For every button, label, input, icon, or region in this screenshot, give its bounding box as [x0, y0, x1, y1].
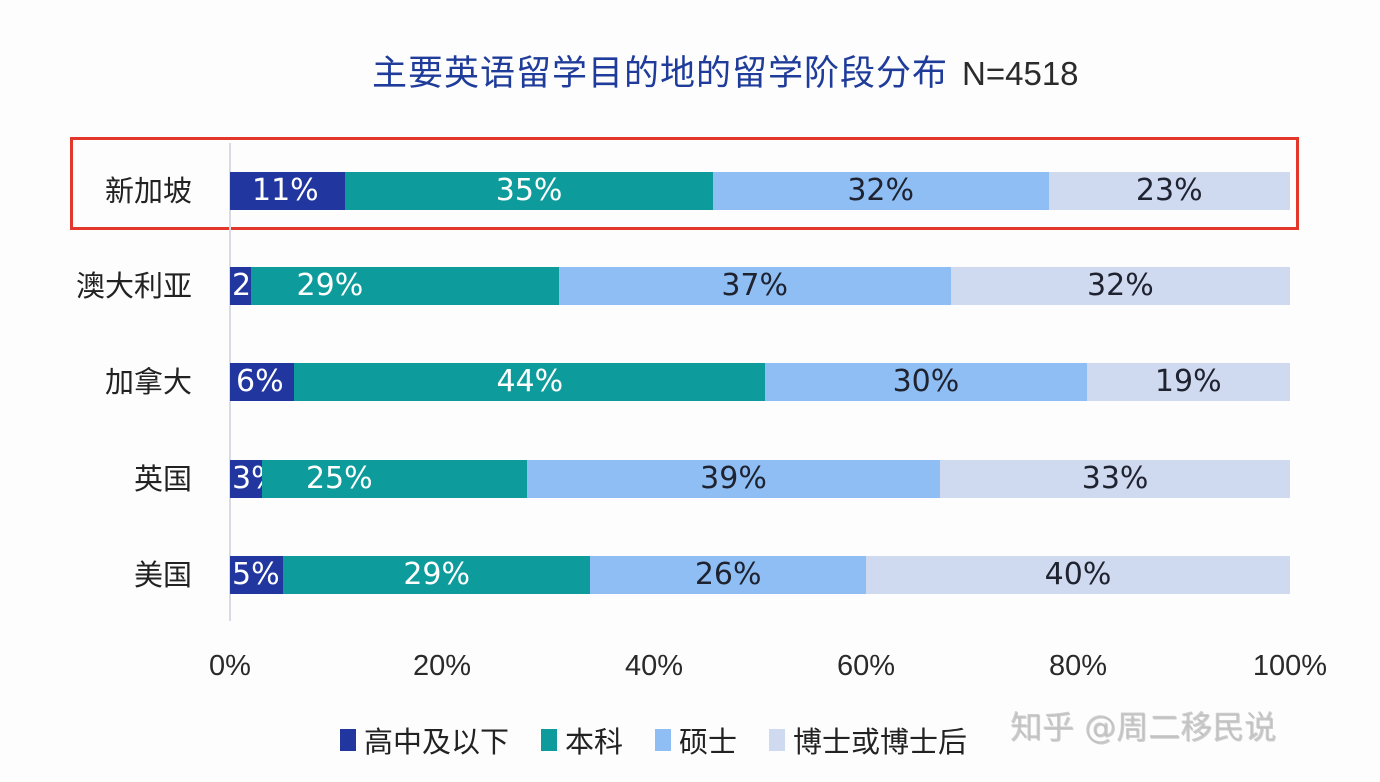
- legend: 高中及以下 本科 硕士 博士或博士后: [340, 718, 967, 762]
- stacked-bar: 3% 25% 39% 33%: [230, 460, 1290, 498]
- segment-bachelor: 25%: [261, 460, 527, 498]
- segment-high-school: 3%: [230, 460, 280, 498]
- value-label: 6%: [236, 364, 284, 399]
- bar-row-singapore: 新加坡 11% 35% 32% 23%: [0, 172, 1380, 210]
- segment-high-school: 2%: [230, 267, 280, 305]
- legend-item-phd: 博士或博士后: [769, 719, 967, 761]
- value-label: 25%: [305, 461, 373, 496]
- singapore-highlight-box: [70, 137, 1299, 230]
- segment-bachelor: 29%: [251, 267, 559, 305]
- stacked-bar: 5% 29% 26% 40%: [230, 556, 1290, 594]
- value-label: 37%: [721, 268, 789, 303]
- x-tick: 80%: [1048, 650, 1108, 682]
- legend-label: 本科: [565, 725, 624, 759]
- x-tick: 60%: [836, 650, 896, 682]
- x-axis-ticks: 0% 20% 40% 60% 80% 100%: [0, 650, 1380, 690]
- segment-high-school: 11%: [230, 172, 346, 210]
- segment-master: 37%: [558, 267, 951, 305]
- value-label: 23%: [1135, 173, 1203, 208]
- legend-item-high-school: 高中及以下: [340, 719, 509, 761]
- sample-size: N=4518: [962, 55, 1079, 92]
- x-tick: 100%: [1252, 650, 1328, 682]
- segment-bachelor: 29%: [283, 556, 591, 594]
- row-label: 澳大利亚: [75, 269, 192, 303]
- x-tick: 0%: [209, 650, 251, 682]
- segment-master: 39%: [526, 460, 941, 498]
- value-label: 30%: [892, 364, 960, 399]
- row-label: 美国: [133, 558, 192, 592]
- value-label: 26%: [694, 557, 762, 592]
- segment-bachelor: 44%: [294, 363, 766, 401]
- stacked-bar: 11% 35% 32% 23%: [230, 172, 1290, 210]
- segment-bachelor: 35%: [345, 172, 713, 210]
- chart-title-main: 主要英语留学目的地的留学阶段分布: [372, 54, 949, 94]
- value-label: 44%: [496, 364, 564, 399]
- row-label: 新加坡: [104, 174, 192, 208]
- legend-swatch-icon: [340, 729, 356, 751]
- watermark: 知乎 @周二移民说: [1010, 708, 1277, 746]
- row-label: 英国: [133, 462, 192, 496]
- segment-phd: 40%: [865, 556, 1290, 594]
- segment-phd: 33%: [940, 460, 1290, 498]
- value-label: 29%: [296, 268, 364, 303]
- value-label: 35%: [495, 173, 563, 208]
- value-label: 32%: [1087, 268, 1154, 303]
- segment-phd: 23%: [1048, 172, 1290, 210]
- legend-label: 高中及以下: [364, 725, 510, 759]
- legend-swatch-icon: [769, 729, 786, 751]
- segment-high-school: 5%: [230, 556, 283, 594]
- value-label: 33%: [1081, 461, 1149, 496]
- legend-item-master: 硕士: [655, 719, 737, 761]
- stacked-bar: 6% 44% 30% 19%: [230, 363, 1290, 401]
- segment-high-school: 6%: [230, 363, 295, 401]
- bar-row-australia: 澳大利亚 2% 29% 37% 32%: [0, 267, 1380, 305]
- value-label: 5%: [232, 557, 280, 592]
- x-tick: 40%: [624, 650, 684, 682]
- segment-master: 30%: [765, 363, 1087, 401]
- value-label: 19%: [1154, 364, 1222, 399]
- value-label: 32%: [847, 173, 914, 208]
- segment-master: 26%: [590, 556, 866, 594]
- legend-swatch-icon: [541, 729, 558, 751]
- x-tick: 20%: [412, 650, 472, 682]
- legend-label: 博士或博士后: [793, 725, 968, 759]
- segment-phd: 32%: [950, 267, 1290, 305]
- value-label: 39%: [700, 461, 767, 496]
- value-label: 40%: [1044, 557, 1112, 592]
- stacked-bar: 2% 29% 37% 32%: [230, 267, 1290, 305]
- bar-row-uk: 英国 3% 25% 39% 33%: [0, 460, 1380, 498]
- chart-title: 主要英语留学目的地的留学阶段分布 N=4518: [372, 50, 1079, 98]
- legend-swatch-icon: [655, 729, 672, 751]
- value-label: 11%: [252, 173, 319, 208]
- legend-label: 硕士: [679, 725, 738, 759]
- segment-phd: 19%: [1086, 363, 1290, 401]
- row-label: 加拿大: [104, 365, 192, 399]
- segment-master: 32%: [712, 172, 1049, 210]
- legend-item-bachelor: 本科: [541, 719, 623, 761]
- value-label: 29%: [403, 557, 471, 592]
- bar-row-canada: 加拿大 6% 44% 30% 19%: [0, 363, 1380, 401]
- bar-row-us: 美国 5% 29% 26% 40%: [0, 556, 1380, 594]
